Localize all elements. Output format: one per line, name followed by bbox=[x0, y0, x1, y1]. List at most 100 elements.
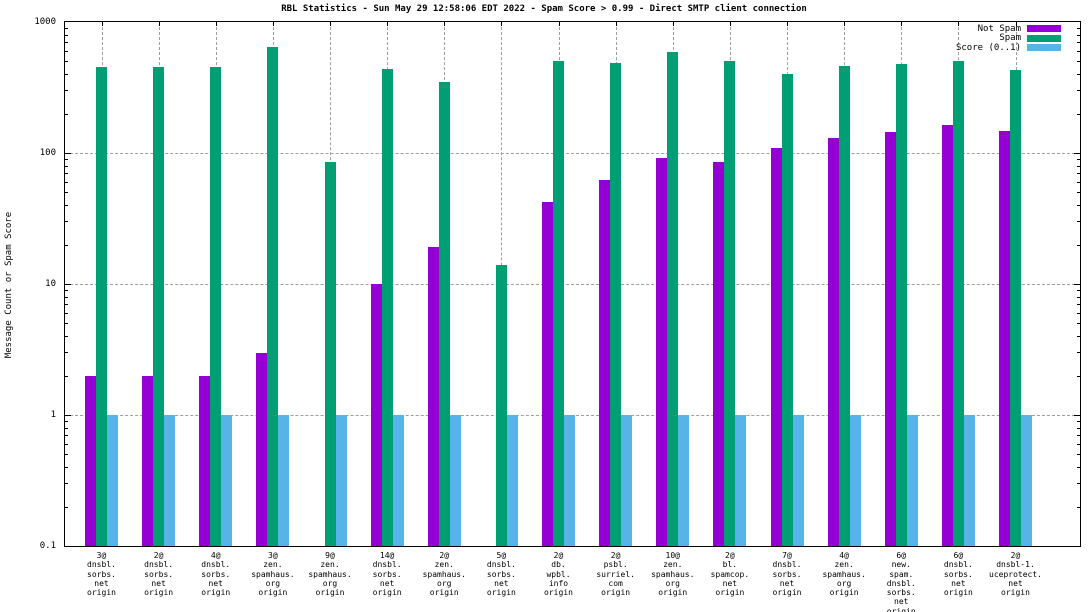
bar-score bbox=[107, 415, 118, 546]
y-tick-label: 1000 bbox=[34, 17, 56, 27]
y-minor-tick bbox=[1077, 313, 1080, 315]
bar-not-spam bbox=[599, 180, 611, 546]
bar-not-spam bbox=[370, 284, 382, 546]
y-gridline bbox=[65, 284, 1080, 285]
y-minor-tick bbox=[65, 375, 68, 377]
legend-label-not-spam: Not Spam bbox=[977, 23, 1021, 34]
bar-not-spam bbox=[713, 162, 725, 546]
x-tick bbox=[215, 22, 217, 26]
y-minor-tick bbox=[65, 444, 68, 446]
bar-spam bbox=[267, 47, 279, 546]
bar-not-spam bbox=[770, 147, 782, 546]
bar-spam bbox=[781, 74, 793, 546]
bar-not-spam bbox=[427, 247, 439, 546]
chart-title: RBL Statistics - Sun May 29 12:58:06 EDT… bbox=[281, 4, 807, 14]
bar-spam bbox=[553, 61, 564, 546]
bar-not-spam bbox=[256, 352, 268, 546]
bar-not-spam bbox=[999, 131, 1010, 546]
bar-score bbox=[1021, 415, 1032, 546]
bar-not-spam bbox=[884, 131, 896, 546]
y-minor-tick bbox=[1077, 27, 1080, 29]
x-tick bbox=[158, 22, 160, 26]
x-tick bbox=[729, 22, 731, 26]
y-major-tick bbox=[65, 284, 71, 285]
bar-score bbox=[792, 415, 804, 546]
bar-spam bbox=[952, 61, 964, 546]
bar-spam bbox=[838, 66, 850, 546]
y-major-tick bbox=[65, 415, 71, 416]
y-minor-tick bbox=[65, 205, 68, 207]
x-category-label: 5@ dnsbl. sorbs. net origin bbox=[486, 551, 516, 598]
bar-score bbox=[278, 415, 290, 546]
x-tick bbox=[901, 22, 903, 26]
x-category-label: 2@ dnsbl-1. uceprotect. net origin bbox=[989, 551, 1042, 598]
y-major-tick bbox=[1074, 284, 1080, 285]
y-minor-tick bbox=[65, 42, 68, 44]
bar-not-spam bbox=[941, 124, 953, 546]
y-minor-tick bbox=[65, 182, 68, 184]
y-minor-tick bbox=[1077, 51, 1080, 53]
x-category-label: 3@ zen. spamhaus. org origin bbox=[251, 551, 295, 598]
x-category-label: 14@ dnsbl. sorbs. net origin bbox=[372, 551, 402, 598]
x-category-label: 3@ dnsbl. sorbs. net origin bbox=[87, 551, 116, 598]
bar-spam bbox=[381, 69, 393, 546]
bar-score bbox=[506, 415, 518, 546]
bar-score bbox=[963, 415, 975, 546]
bar-score bbox=[906, 415, 918, 546]
y-minor-tick bbox=[65, 352, 68, 354]
y-minor-tick bbox=[1077, 296, 1080, 298]
y-minor-tick bbox=[65, 27, 68, 29]
y-minor-tick bbox=[65, 420, 68, 422]
bar-spam bbox=[210, 67, 222, 546]
bar-spam bbox=[895, 63, 907, 546]
x-category-label: 10@ zen. spamhaus. org origin bbox=[651, 551, 695, 598]
x-category-label: 2@ psbl. surriel. com origin bbox=[596, 551, 635, 598]
bar-score bbox=[335, 415, 347, 546]
y-minor-tick bbox=[1077, 323, 1080, 325]
legend-swatch-not-spam bbox=[1027, 25, 1061, 33]
y-minor-tick bbox=[1077, 427, 1080, 429]
x-category-label: 6@ dnsbl. sorbs. net origin bbox=[943, 551, 973, 598]
x-category-label: 7@ dnsbl. sorbs. net origin bbox=[772, 551, 802, 598]
bar-not-spam bbox=[142, 375, 154, 546]
y-minor-tick bbox=[65, 323, 68, 325]
bar-score bbox=[392, 415, 404, 546]
y-minor-tick bbox=[65, 304, 68, 306]
bar-spam bbox=[153, 67, 165, 546]
y-minor-tick bbox=[1077, 113, 1080, 115]
legend-label-spam: Spam bbox=[999, 33, 1021, 44]
bar-spam bbox=[495, 264, 507, 546]
y-tick-label: 10 bbox=[45, 279, 56, 289]
y-minor-tick bbox=[65, 221, 68, 223]
x-tick bbox=[787, 22, 788, 26]
y-tick-label: 100 bbox=[39, 148, 56, 158]
y-major-tick bbox=[1074, 546, 1080, 547]
y-minor-tick bbox=[65, 165, 68, 167]
y-minor-tick bbox=[1077, 61, 1080, 63]
y-minor-tick bbox=[1077, 336, 1080, 338]
bar-not-spam bbox=[85, 375, 96, 546]
x-tick bbox=[958, 22, 960, 26]
legend-swatch-score bbox=[1027, 44, 1061, 52]
y-minor-tick bbox=[1077, 90, 1080, 92]
y-minor-tick bbox=[1077, 182, 1080, 184]
y-minor-tick bbox=[1077, 205, 1080, 207]
y-minor-tick bbox=[1077, 352, 1080, 354]
bar-not-spam bbox=[656, 157, 668, 546]
bar-score bbox=[449, 415, 461, 546]
y-minor-tick bbox=[1077, 42, 1080, 44]
x-tick bbox=[558, 22, 560, 26]
y-minor-tick bbox=[65, 506, 68, 508]
y-minor-tick bbox=[65, 61, 68, 63]
x-category-label: 4@ zen. spamhaus. org origin bbox=[822, 551, 866, 598]
bar-score bbox=[621, 415, 633, 546]
y-minor-tick bbox=[65, 296, 68, 298]
y-major-tick bbox=[1074, 415, 1080, 416]
y-minor-tick bbox=[65, 113, 68, 115]
y-major-tick bbox=[65, 546, 71, 547]
bar-score bbox=[221, 415, 233, 546]
plot-area bbox=[64, 21, 1081, 547]
y-minor-tick bbox=[65, 336, 68, 338]
bar-spam bbox=[610, 63, 622, 546]
x-tick bbox=[387, 22, 389, 26]
